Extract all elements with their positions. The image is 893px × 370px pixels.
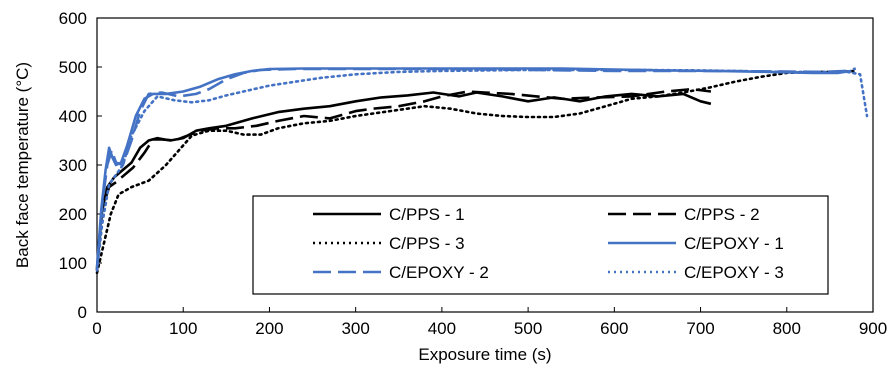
series-layer	[95, 67, 869, 275]
x-tick-label: 900	[859, 319, 887, 338]
series-line-2	[95, 87, 712, 271]
y-tick-label: 300	[59, 156, 87, 175]
y-tick-label: 500	[59, 58, 87, 77]
y-tick-label: 200	[59, 205, 87, 224]
y-tick-label: 600	[59, 9, 87, 28]
x-tick-label: 100	[169, 319, 197, 338]
y-axis: 0 100 200 300 400 500 600	[59, 9, 102, 322]
y-tick-label: 0	[78, 303, 87, 322]
legend-label-5: C/EPOXY - 2	[389, 263, 489, 282]
legend-label-2: C/PPS - 2	[684, 205, 760, 224]
series-line-3	[95, 69, 858, 275]
y-axis-title: Back face temperature (°C)	[13, 62, 32, 268]
x-tick-label: 500	[514, 319, 542, 338]
x-tick-label: 300	[341, 319, 369, 338]
series-line-1	[95, 91, 712, 271]
legend-label-4: C/EPOXY - 1	[684, 234, 784, 253]
x-axis-title: Exposure time (s)	[418, 345, 551, 364]
y-tick-label: 100	[59, 254, 87, 273]
x-tick-label: 700	[686, 319, 714, 338]
legend-label-1: C/PPS - 1	[389, 205, 465, 224]
legend-box	[252, 195, 829, 295]
legend-label-6: C/EPOXY - 3	[684, 263, 784, 282]
x-tick-label: 600	[600, 319, 628, 338]
x-tick-label: 800	[773, 319, 801, 338]
legend-label-3: C/PPS - 3	[389, 234, 465, 253]
x-tick-label: 200	[255, 319, 283, 338]
x-tick-label: 400	[428, 319, 456, 338]
x-axis: 0 100 200 300 400 500 600 700 800 900	[92, 307, 887, 338]
series-line-6	[95, 68, 869, 272]
y-tick-label: 400	[59, 107, 87, 126]
x-tick-label: 0	[92, 319, 101, 338]
legend: C/PPS - 1 C/PPS - 2 C/PPS - 3 C/EPOXY - 1 C/…	[252, 195, 829, 295]
